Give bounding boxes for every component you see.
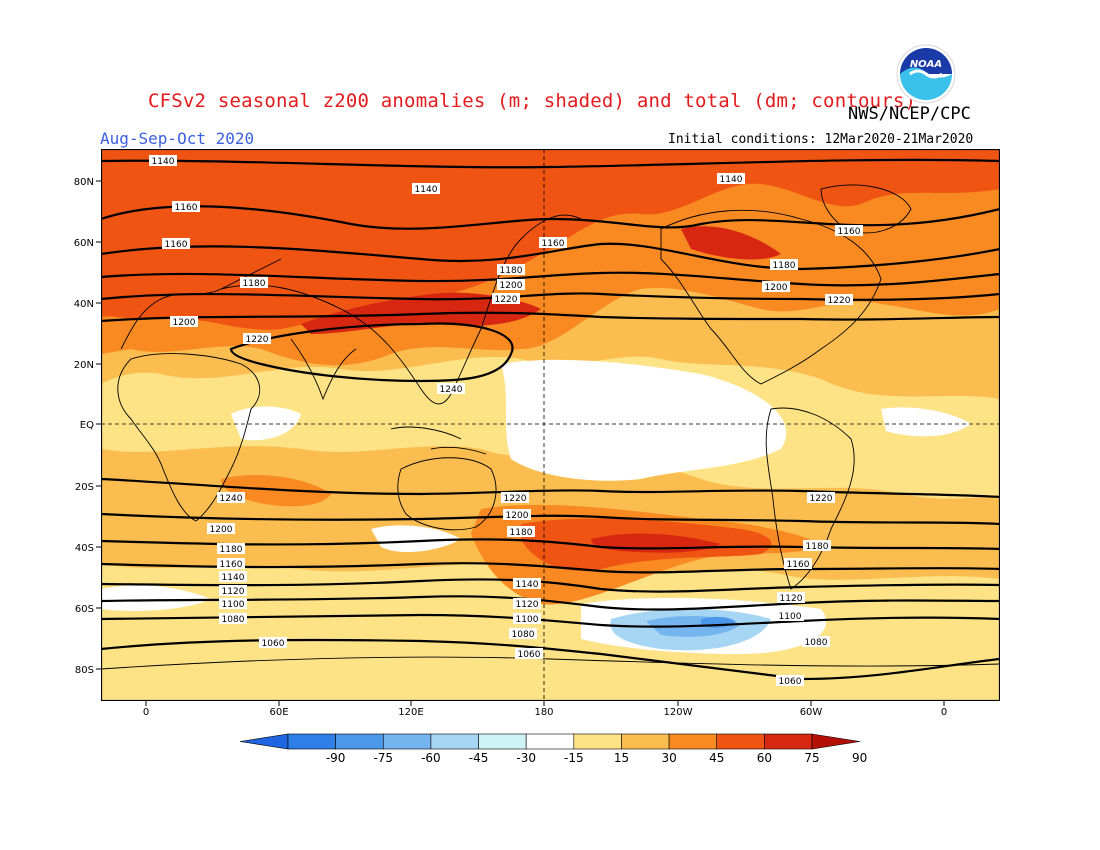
svg-text:1180: 1180: [510, 528, 533, 538]
initial-conditions-label: Initial conditions: 12Mar2020-21Mar2020: [668, 132, 974, 147]
colorbar-swatch: [668, 733, 718, 750]
svg-text:1080: 1080: [805, 638, 828, 648]
colorbar-swatch: [716, 733, 765, 750]
map-panel: 1140 1140 1140 1160 1160 1160 1160 1180 …: [100, 148, 1001, 702]
svg-text:1060: 1060: [262, 639, 285, 649]
colorbar-swatch: [430, 733, 479, 750]
colorbar-label: -90: [326, 751, 346, 765]
anomaly-region-white-tropics: [501, 359, 787, 481]
colorbar-label: 60: [757, 751, 772, 765]
colorbar-swatch: [764, 733, 813, 750]
lon-tick: 60E: [269, 707, 288, 718]
lat-tick: 60N: [74, 238, 94, 249]
colorbar-swatch: [621, 733, 670, 750]
svg-text:1160: 1160: [165, 240, 188, 250]
map-title: CFSv2 seasonal z200 anomalies (m; shaded…: [148, 90, 917, 112]
height-contours: [101, 158, 1000, 681]
coastlines: [101, 184, 1000, 670]
svg-text:1160: 1160: [220, 560, 243, 570]
svg-text:1140: 1140: [415, 185, 438, 195]
svg-text:1160: 1160: [787, 560, 810, 570]
colorbar-swatch: [573, 733, 622, 750]
svg-text:1160: 1160: [838, 227, 861, 237]
svg-text:1240: 1240: [440, 385, 463, 395]
colorbar-swatch: [335, 733, 384, 750]
svg-text:1100: 1100: [516, 615, 539, 625]
colorbar-label: 30: [661, 751, 676, 765]
lon-tick: 60W: [800, 707, 823, 718]
lat-tick: 40N: [74, 299, 94, 310]
svg-text:1180: 1180: [806, 542, 829, 552]
colorbar-label: -75: [373, 751, 393, 765]
svg-text:1200: 1200: [506, 511, 529, 521]
svg-text:1080: 1080: [512, 630, 535, 640]
svg-text:1180: 1180: [773, 261, 796, 271]
svg-text:1200: 1200: [173, 318, 196, 328]
svg-text:1120: 1120: [780, 594, 803, 604]
colorbar-label: -15: [564, 751, 584, 765]
svg-text:1180: 1180: [500, 266, 523, 276]
contour-labels: 1140 1140 1140 1160 1160 1160 1160 1180 …: [149, 155, 863, 687]
lat-tick: 60S: [75, 604, 94, 615]
lon-tick: 120W: [664, 707, 693, 718]
svg-text:1140: 1140: [516, 580, 539, 590]
svg-text:1220: 1220: [828, 296, 851, 306]
colorbar-swatch: [478, 733, 527, 750]
lat-tick: 80S: [75, 665, 94, 676]
svg-text:1080: 1080: [222, 615, 245, 625]
svg-text:1220: 1220: [246, 335, 269, 345]
svg-text:1140: 1140: [152, 157, 175, 167]
svg-text:1160: 1160: [175, 203, 198, 213]
lat-tick: 20N: [74, 360, 94, 371]
colorbar-label: -30: [516, 751, 536, 765]
colorbar-label: 75: [804, 751, 819, 765]
colorbar-arrow-high: [811, 733, 861, 750]
svg-text:1180: 1180: [243, 279, 266, 289]
svg-text:1140: 1140: [222, 573, 245, 583]
lat-tick: 40S: [75, 543, 94, 554]
colorbar-swatch: [382, 733, 432, 750]
lon-tick: 120E: [398, 707, 423, 718]
lat-tick: 80N: [74, 177, 94, 188]
lat-tick: EQ: [80, 420, 94, 431]
map-frame: [100, 148, 1001, 702]
svg-text:1100: 1100: [779, 612, 802, 622]
svg-text:1200: 1200: [210, 525, 233, 535]
lon-tick: 0: [143, 707, 149, 718]
svg-text:1200: 1200: [500, 281, 523, 291]
svg-text:1120: 1120: [222, 587, 245, 597]
svg-text:1200: 1200: [765, 283, 788, 293]
anomaly-map: 1140 1140 1140 1160 1160 1160 1160 1180 …: [100, 148, 1001, 702]
colorbar-label: -60: [421, 751, 441, 765]
colorbar-arrow-low: [239, 733, 289, 750]
lat-tick: 20S: [75, 482, 94, 493]
lon-tick: 0: [941, 707, 947, 718]
colorbar-label: 15: [614, 751, 629, 765]
colorbar-swatch: [287, 733, 336, 750]
svg-text:1160: 1160: [542, 239, 565, 249]
colorbar-label: -45: [469, 751, 489, 765]
season-label: Aug-Sep-Oct 2020: [100, 129, 255, 148]
lon-tick-labels: 0 60E 120E 180 120W 60W 0: [143, 707, 947, 718]
svg-text:1220: 1220: [495, 295, 518, 305]
svg-text:1120: 1120: [516, 600, 539, 610]
colorbar-label: 90: [852, 751, 867, 765]
colorbar-swatch: [525, 733, 575, 750]
colorbar-label: 45: [709, 751, 724, 765]
noaa-logo-text: NOAA: [910, 59, 942, 70]
svg-text:1140: 1140: [720, 175, 743, 185]
svg-text:1240: 1240: [220, 494, 243, 504]
noaa-logo-icon: NOAA: [896, 44, 956, 104]
svg-text:1180: 1180: [220, 545, 243, 555]
svg-text:1220: 1220: [504, 494, 527, 504]
colorbar: -90 -75 -60 -45 -30 -15 15 30 45 60 75 90: [239, 733, 867, 765]
lon-tick: 180: [534, 707, 553, 718]
svg-text:1060: 1060: [779, 677, 802, 687]
agency-label: NWS/NCEP/CPC: [848, 104, 971, 124]
svg-text:1100: 1100: [222, 600, 245, 610]
lat-tick-labels: 80N 60N 40N 20N EQ 20S 40S 60S 80S: [74, 177, 94, 676]
svg-text:1060: 1060: [518, 650, 541, 660]
svg-text:1220: 1220: [810, 494, 833, 504]
